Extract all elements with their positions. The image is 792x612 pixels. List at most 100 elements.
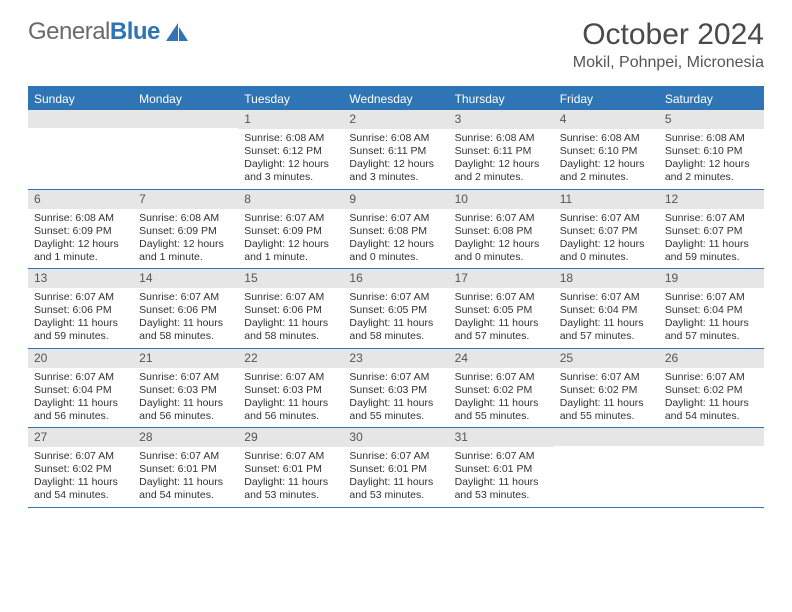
- day-number: 24: [449, 349, 554, 368]
- sunset-text: Sunset: 6:12 PM: [244, 145, 337, 158]
- day-body: Sunrise: 6:08 AMSunset: 6:09 PMDaylight:…: [133, 209, 238, 269]
- sunrise-text: Sunrise: 6:07 AM: [455, 291, 548, 304]
- sunset-text: Sunset: 6:04 PM: [560, 304, 653, 317]
- sunset-text: Sunset: 6:05 PM: [349, 304, 442, 317]
- sunset-text: Sunset: 6:09 PM: [139, 225, 232, 238]
- sunrise-text: Sunrise: 6:07 AM: [244, 450, 337, 463]
- sunset-text: Sunset: 6:02 PM: [665, 384, 758, 397]
- day-body: Sunrise: 6:07 AMSunset: 6:03 PMDaylight:…: [133, 368, 238, 428]
- weeks-container: 1Sunrise: 6:08 AMSunset: 6:12 PMDaylight…: [28, 110, 764, 508]
- day-cell: 9Sunrise: 6:07 AMSunset: 6:08 PMDaylight…: [343, 190, 448, 269]
- daylight-text: Daylight: 11 hours and 54 minutes.: [665, 397, 758, 423]
- sunrise-text: Sunrise: 6:07 AM: [665, 291, 758, 304]
- day-body: Sunrise: 6:07 AMSunset: 6:05 PMDaylight:…: [449, 288, 554, 348]
- logo-word-2: Blue: [110, 18, 160, 45]
- day-of-week-cell: Wednesday: [343, 88, 448, 110]
- day-cell: 22Sunrise: 6:07 AMSunset: 6:03 PMDayligh…: [238, 349, 343, 428]
- day-body: Sunrise: 6:07 AMSunset: 6:07 PMDaylight:…: [554, 209, 659, 269]
- sunrise-text: Sunrise: 6:07 AM: [455, 212, 548, 225]
- day-number: [659, 428, 764, 446]
- day-body: Sunrise: 6:07 AMSunset: 6:06 PMDaylight:…: [28, 288, 133, 348]
- daylight-text: Daylight: 12 hours and 2 minutes.: [560, 158, 653, 184]
- daylight-text: Daylight: 12 hours and 1 minute.: [244, 238, 337, 264]
- day-body: Sunrise: 6:07 AMSunset: 6:02 PMDaylight:…: [554, 368, 659, 428]
- day-of-week-cell: Tuesday: [238, 88, 343, 110]
- day-body: [554, 446, 659, 500]
- day-cell: 1Sunrise: 6:08 AMSunset: 6:12 PMDaylight…: [238, 110, 343, 189]
- day-cell: 12Sunrise: 6:07 AMSunset: 6:07 PMDayligh…: [659, 190, 764, 269]
- daylight-text: Daylight: 11 hours and 54 minutes.: [34, 476, 127, 502]
- sunset-text: Sunset: 6:01 PM: [139, 463, 232, 476]
- daylight-text: Daylight: 12 hours and 0 minutes.: [349, 238, 442, 264]
- day-cell: 14Sunrise: 6:07 AMSunset: 6:06 PMDayligh…: [133, 269, 238, 348]
- daylight-text: Daylight: 11 hours and 53 minutes.: [349, 476, 442, 502]
- day-number: 19: [659, 269, 764, 288]
- daylight-text: Daylight: 12 hours and 0 minutes.: [560, 238, 653, 264]
- daylight-text: Daylight: 11 hours and 56 minutes.: [34, 397, 127, 423]
- sunrise-text: Sunrise: 6:07 AM: [455, 371, 548, 384]
- day-number: 27: [28, 428, 133, 447]
- day-number: 11: [554, 190, 659, 209]
- day-cell: [554, 428, 659, 507]
- sunset-text: Sunset: 6:03 PM: [244, 384, 337, 397]
- day-body: [133, 128, 238, 182]
- day-number: 2: [343, 110, 448, 129]
- sunrise-text: Sunrise: 6:07 AM: [139, 291, 232, 304]
- day-body: Sunrise: 6:07 AMSunset: 6:04 PMDaylight:…: [659, 288, 764, 348]
- day-cell: 31Sunrise: 6:07 AMSunset: 6:01 PMDayligh…: [449, 428, 554, 507]
- day-cell: 5Sunrise: 6:08 AMSunset: 6:10 PMDaylight…: [659, 110, 764, 189]
- sunrise-text: Sunrise: 6:07 AM: [349, 450, 442, 463]
- day-of-week-cell: Saturday: [659, 88, 764, 110]
- day-cell: 23Sunrise: 6:07 AMSunset: 6:03 PMDayligh…: [343, 349, 448, 428]
- day-number: 6: [28, 190, 133, 209]
- sunrise-text: Sunrise: 6:07 AM: [560, 371, 653, 384]
- day-number: [554, 428, 659, 446]
- week-row: 6Sunrise: 6:08 AMSunset: 6:09 PMDaylight…: [28, 190, 764, 270]
- day-body: [659, 446, 764, 500]
- day-cell: [133, 110, 238, 189]
- daylight-text: Daylight: 11 hours and 57 minutes.: [560, 317, 653, 343]
- day-of-week-cell: Friday: [554, 88, 659, 110]
- day-cell: 28Sunrise: 6:07 AMSunset: 6:01 PMDayligh…: [133, 428, 238, 507]
- sunrise-text: Sunrise: 6:07 AM: [244, 291, 337, 304]
- week-row: 1Sunrise: 6:08 AMSunset: 6:12 PMDaylight…: [28, 110, 764, 190]
- day-cell: 4Sunrise: 6:08 AMSunset: 6:10 PMDaylight…: [554, 110, 659, 189]
- day-cell: 21Sunrise: 6:07 AMSunset: 6:03 PMDayligh…: [133, 349, 238, 428]
- logo-text: GeneralBlue: [28, 18, 160, 46]
- sunset-text: Sunset: 6:11 PM: [349, 145, 442, 158]
- sunset-text: Sunset: 6:07 PM: [665, 225, 758, 238]
- sunset-text: Sunset: 6:08 PM: [349, 225, 442, 238]
- daylight-text: Daylight: 11 hours and 56 minutes.: [139, 397, 232, 423]
- sunset-text: Sunset: 6:06 PM: [34, 304, 127, 317]
- day-cell: 7Sunrise: 6:08 AMSunset: 6:09 PMDaylight…: [133, 190, 238, 269]
- sunset-text: Sunset: 6:03 PM: [139, 384, 232, 397]
- day-cell: 10Sunrise: 6:07 AMSunset: 6:08 PMDayligh…: [449, 190, 554, 269]
- day-cell: 8Sunrise: 6:07 AMSunset: 6:09 PMDaylight…: [238, 190, 343, 269]
- day-number: 14: [133, 269, 238, 288]
- sunrise-text: Sunrise: 6:08 AM: [139, 212, 232, 225]
- sunrise-text: Sunrise: 6:08 AM: [349, 132, 442, 145]
- sunrise-text: Sunrise: 6:08 AM: [34, 212, 127, 225]
- day-number: [133, 110, 238, 128]
- day-cell: 16Sunrise: 6:07 AMSunset: 6:05 PMDayligh…: [343, 269, 448, 348]
- sunrise-text: Sunrise: 6:07 AM: [455, 450, 548, 463]
- day-body: Sunrise: 6:08 AMSunset: 6:10 PMDaylight:…: [554, 129, 659, 189]
- sunrise-text: Sunrise: 6:07 AM: [139, 371, 232, 384]
- daylight-text: Daylight: 12 hours and 3 minutes.: [244, 158, 337, 184]
- day-number: 3: [449, 110, 554, 129]
- sunrise-text: Sunrise: 6:07 AM: [139, 450, 232, 463]
- sunset-text: Sunset: 6:05 PM: [455, 304, 548, 317]
- day-cell: 15Sunrise: 6:07 AMSunset: 6:06 PMDayligh…: [238, 269, 343, 348]
- week-row: 13Sunrise: 6:07 AMSunset: 6:06 PMDayligh…: [28, 269, 764, 349]
- sunset-text: Sunset: 6:02 PM: [455, 384, 548, 397]
- day-number: 4: [554, 110, 659, 129]
- day-number: 5: [659, 110, 764, 129]
- day-body: Sunrise: 6:07 AMSunset: 6:04 PMDaylight:…: [554, 288, 659, 348]
- day-body: Sunrise: 6:08 AMSunset: 6:12 PMDaylight:…: [238, 129, 343, 189]
- day-number: 29: [238, 428, 343, 447]
- day-cell: 3Sunrise: 6:08 AMSunset: 6:11 PMDaylight…: [449, 110, 554, 189]
- sunset-text: Sunset: 6:09 PM: [34, 225, 127, 238]
- day-number: 21: [133, 349, 238, 368]
- day-body: Sunrise: 6:07 AMSunset: 6:02 PMDaylight:…: [659, 368, 764, 428]
- sunrise-text: Sunrise: 6:07 AM: [244, 212, 337, 225]
